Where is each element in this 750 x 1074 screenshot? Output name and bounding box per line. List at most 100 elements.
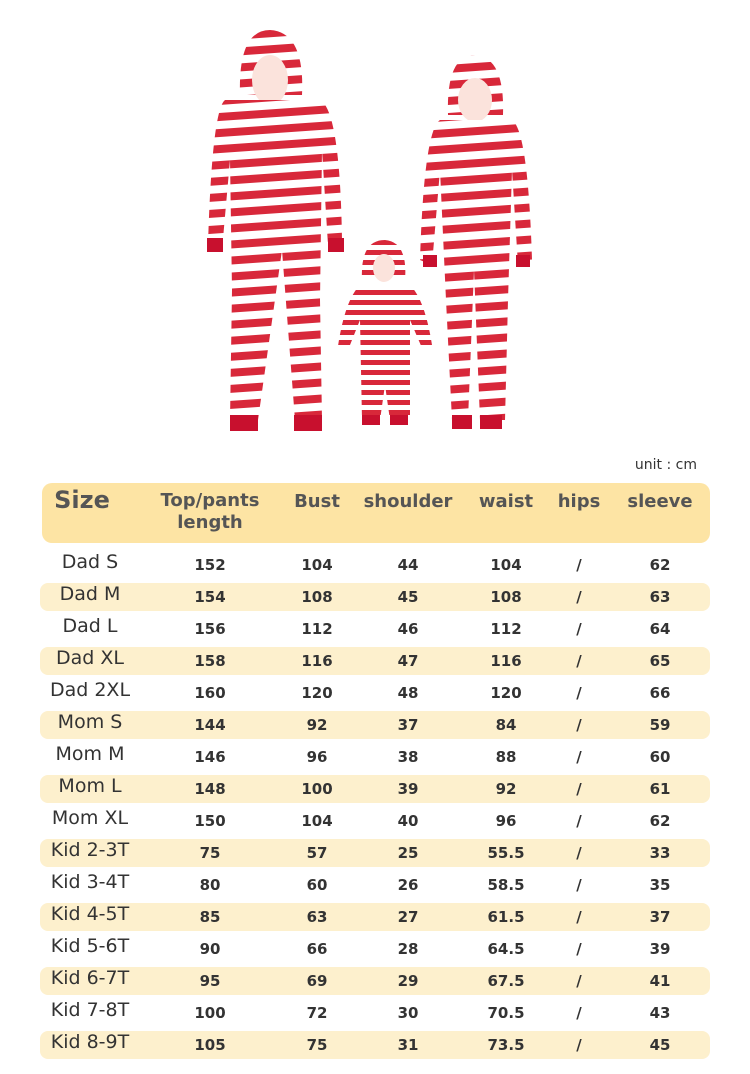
header-cell: Size [54, 486, 110, 514]
value-cell: 148 [194, 780, 226, 798]
value-cell: 100 [301, 780, 333, 798]
value-cell: 38 [397, 748, 419, 766]
value-cell: 29 [397, 972, 419, 990]
value-cell: / [576, 748, 582, 766]
value-cell: 28 [397, 940, 419, 958]
value-cell: 84 [495, 716, 517, 734]
value-cell: 37 [397, 716, 419, 734]
value-cell: 150 [194, 812, 226, 830]
value-cell: 39 [397, 780, 419, 798]
product-photo [207, 30, 532, 431]
size-cell: Kid 2-3T [50, 839, 130, 861]
value-cell: 39 [649, 940, 671, 958]
row-shade [40, 839, 710, 867]
size-cell: Kid 8-9T [50, 1031, 130, 1053]
value-cell: / [576, 1036, 582, 1054]
value-cell: 47 [397, 652, 419, 670]
size-cell: Dad S [61, 551, 119, 573]
value-cell: 108 [301, 588, 333, 606]
value-cell: 156 [194, 620, 226, 638]
row-shade [40, 583, 710, 611]
row-shade [40, 903, 710, 931]
unit-label: unit : cm [634, 457, 697, 473]
size-cell: Dad XL [56, 647, 124, 669]
value-cell: 96 [495, 812, 517, 830]
value-cell: 92 [495, 780, 517, 798]
value-cell: 66 [306, 940, 328, 958]
row-shade [40, 711, 710, 739]
size-cell: Dad M [59, 583, 121, 605]
value-cell: 26 [397, 876, 419, 894]
value-cell: 105 [194, 1036, 226, 1054]
value-cell: / [576, 812, 582, 830]
value-cell: 37 [649, 908, 671, 926]
value-cell: 152 [194, 556, 226, 574]
row-shade [40, 967, 710, 995]
value-cell: 116 [301, 652, 333, 670]
value-cell: 41 [649, 972, 671, 990]
size-cell: Kid 4-5T [50, 903, 130, 925]
value-cell: / [576, 844, 582, 862]
value-cell: / [576, 620, 582, 638]
value-cell: 33 [649, 844, 671, 862]
value-cell: 45 [649, 1036, 671, 1054]
value-cell: 160 [194, 684, 226, 702]
value-cell: 75 [306, 1036, 328, 1054]
value-cell: / [576, 588, 582, 606]
value-cell: 146 [194, 748, 226, 766]
value-cell: 108 [490, 588, 522, 606]
header-cell: hips [557, 491, 601, 512]
value-cell: 88 [495, 748, 517, 766]
row-shade [40, 775, 710, 803]
value-cell: / [576, 652, 582, 670]
row-shade [40, 1031, 710, 1059]
value-cell: 158 [194, 652, 226, 670]
value-cell: / [576, 940, 582, 958]
value-cell: 120 [490, 684, 522, 702]
value-cell: 85 [199, 908, 221, 926]
size-cell: Kid 3-4T [50, 871, 130, 893]
value-cell: 116 [490, 652, 522, 670]
value-cell: 64.5 [487, 940, 525, 958]
size-cell: Dad 2XL [49, 679, 131, 701]
value-cell: 144 [194, 716, 226, 734]
value-cell: 58.5 [487, 876, 525, 894]
header-cell: Bust [294, 491, 340, 512]
value-cell: 48 [397, 684, 419, 702]
value-cell: 66 [649, 684, 671, 702]
value-cell: 35 [649, 876, 671, 894]
value-cell: 104 [301, 812, 333, 830]
size-cell: Kid 7-8T [50, 999, 130, 1021]
value-cell: 40 [397, 812, 419, 830]
size-cell: Kid 6-7T [50, 967, 130, 989]
value-cell: / [576, 972, 582, 990]
value-cell: 31 [397, 1036, 419, 1054]
value-cell: 61 [649, 780, 671, 798]
value-cell: / [576, 716, 582, 734]
header-cell: Top/pants length [160, 490, 260, 533]
size-cell: Mom M [55, 743, 125, 765]
value-cell: 25 [397, 844, 419, 862]
value-cell: 45 [397, 588, 419, 606]
value-cell: 112 [301, 620, 333, 638]
header-cell: shoulder [363, 491, 453, 512]
value-cell: 69 [306, 972, 328, 990]
value-cell: 60 [649, 748, 671, 766]
value-cell: 64 [649, 620, 671, 638]
header-band [42, 483, 710, 543]
value-cell: 104 [301, 556, 333, 574]
value-cell: 62 [649, 556, 671, 574]
value-cell: 104 [490, 556, 522, 574]
value-cell: 61.5 [487, 908, 525, 926]
value-cell: 73.5 [487, 1036, 525, 1054]
value-cell: 75 [199, 844, 221, 862]
value-cell: / [576, 876, 582, 894]
size-cell: Mom L [58, 775, 122, 797]
value-cell: 27 [397, 908, 419, 926]
value-cell: 154 [194, 588, 226, 606]
value-cell: / [576, 556, 582, 574]
header-cell: waist [478, 491, 534, 512]
value-cell: / [576, 684, 582, 702]
value-cell: 57 [306, 844, 328, 862]
